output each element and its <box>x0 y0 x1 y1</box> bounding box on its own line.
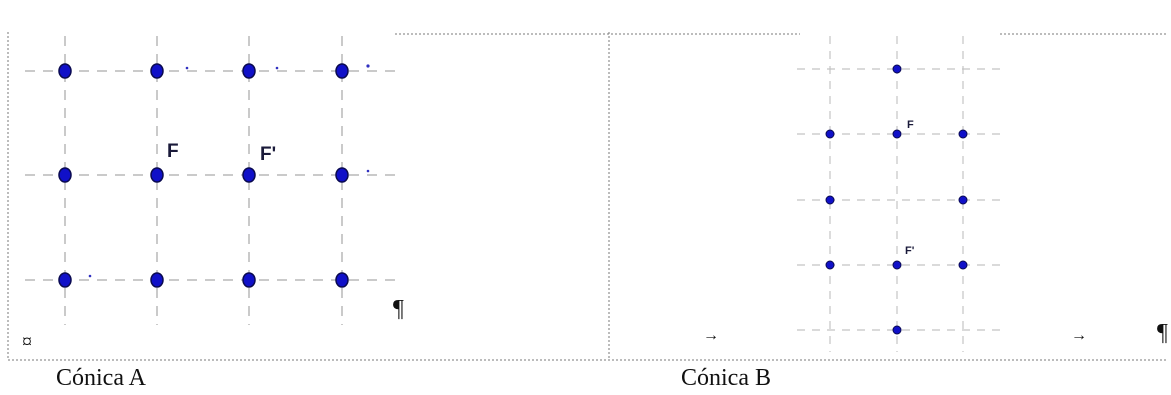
pilcrow-mark-a: ¶ <box>393 296 404 322</box>
tab-mark-b-right: → <box>1071 327 1087 344</box>
point-a-1-4 <box>335 63 349 79</box>
point-b-2-2 <box>892 129 902 139</box>
focus-label-a-f: F <box>167 141 179 162</box>
point-a-3-3 <box>242 272 256 288</box>
point-a-1-2 <box>150 63 164 79</box>
cell-end-mark-a: ¤ <box>22 331 32 353</box>
point-b-5-2 <box>892 325 902 335</box>
stray-dot <box>366 169 370 173</box>
point-b-4-1 <box>825 260 835 270</box>
stray-dots-a <box>88 64 370 278</box>
point-b-4-3 <box>958 260 968 270</box>
point-a-3-4 <box>335 272 349 288</box>
point-b-2-3 <box>958 129 968 139</box>
point-a-1-1 <box>58 63 72 79</box>
point-b-4-2 <box>892 260 902 270</box>
stray-dot <box>275 66 279 70</box>
point-a-2-3 <box>242 167 256 183</box>
stray-dot <box>88 274 92 278</box>
point-a-2-1 <box>58 167 72 183</box>
grid-b <box>797 36 1000 352</box>
point-b-3-3 <box>958 195 968 205</box>
stray-dot <box>366 64 370 68</box>
points-b <box>825 64 968 335</box>
point-a-2-2 <box>150 167 164 183</box>
focus-label-b-f: F <box>907 119 914 131</box>
caption-conica-b: Cónica B <box>681 365 771 391</box>
table-borders <box>7 32 1168 361</box>
tab-mark-b-left: → <box>703 327 719 344</box>
point-a-2-4 <box>335 167 349 183</box>
points-a <box>58 63 349 288</box>
point-a-3-2 <box>150 272 164 288</box>
focus-label-a-fprime: F' <box>260 144 276 165</box>
stray-dot <box>185 66 189 70</box>
focus-label-b-fprime: F' <box>905 245 915 257</box>
point-a-1-3 <box>242 63 256 79</box>
point-b-2-1 <box>825 129 835 139</box>
point-b-1-2 <box>892 64 902 74</box>
point-b-3-1 <box>825 195 835 205</box>
pilcrow-mark-b: ¶ <box>1157 320 1168 346</box>
point-a-3-1 <box>58 272 72 288</box>
caption-conica-a: Cónica A <box>56 365 146 391</box>
